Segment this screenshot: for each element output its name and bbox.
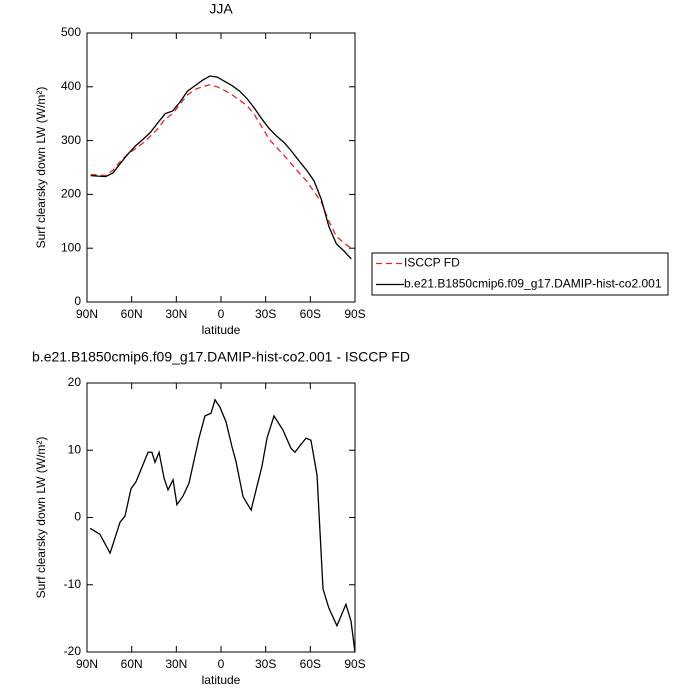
x-axis-label: latitude [202, 673, 241, 687]
x-tick-label: 60N [121, 657, 143, 671]
y-tick-label: 300 [61, 133, 81, 147]
plot-frame [86, 382, 356, 653]
legend-label: b.e21.B1850cmip6.f09_g17.DAMIP-hist-co2.… [404, 277, 662, 291]
y-axis-label: Surf clearsky down LW (W/m²) [34, 87, 48, 249]
x-tick-label: 0 [218, 657, 225, 671]
data-line [89, 398, 356, 653]
x-tick-label: 90N [76, 657, 98, 671]
x-axis-label: latitude [202, 323, 241, 337]
x-tick-label: 60S [300, 307, 321, 321]
x-tick-label: 90N [76, 307, 98, 321]
y-axis-label: Surf clearsky down LW (W/m²) [34, 437, 48, 599]
data-line [90, 83, 352, 249]
y-tick-label: -10 [64, 577, 82, 591]
x-tick-label: 90S [344, 657, 365, 671]
y-tick-label: 0 [74, 294, 81, 308]
y-tick-label: 100 [61, 240, 81, 254]
y-tick-label: 20 [68, 375, 82, 389]
x-tick-label: 60N [121, 307, 143, 321]
y-tick-label: 400 [61, 79, 81, 93]
y-tick-label: 0 [74, 510, 81, 524]
x-tick-label: 30N [165, 657, 187, 671]
x-tick-label: 30S [255, 657, 276, 671]
x-tick-label: 30S [255, 307, 276, 321]
chart-title: b.e21.B1850cmip6.f09_g17.DAMIP-hist-co2.… [32, 349, 410, 365]
y-tick-label: 10 [68, 442, 82, 456]
y-tick-label: -20 [64, 644, 82, 658]
plot-frame [86, 32, 356, 303]
y-tick-label: 200 [61, 187, 81, 201]
data-line [90, 75, 352, 260]
y-tick-label: 500 [61, 25, 81, 39]
chart-title: JJA [209, 1, 233, 17]
x-tick-label: 30N [165, 307, 187, 321]
x-tick-label: 60S [300, 657, 321, 671]
legend-box [371, 252, 669, 296]
legend-label: ISCCP FD [404, 256, 460, 270]
x-tick-label: 90S [344, 307, 365, 321]
x-tick-label: 0 [218, 307, 225, 321]
